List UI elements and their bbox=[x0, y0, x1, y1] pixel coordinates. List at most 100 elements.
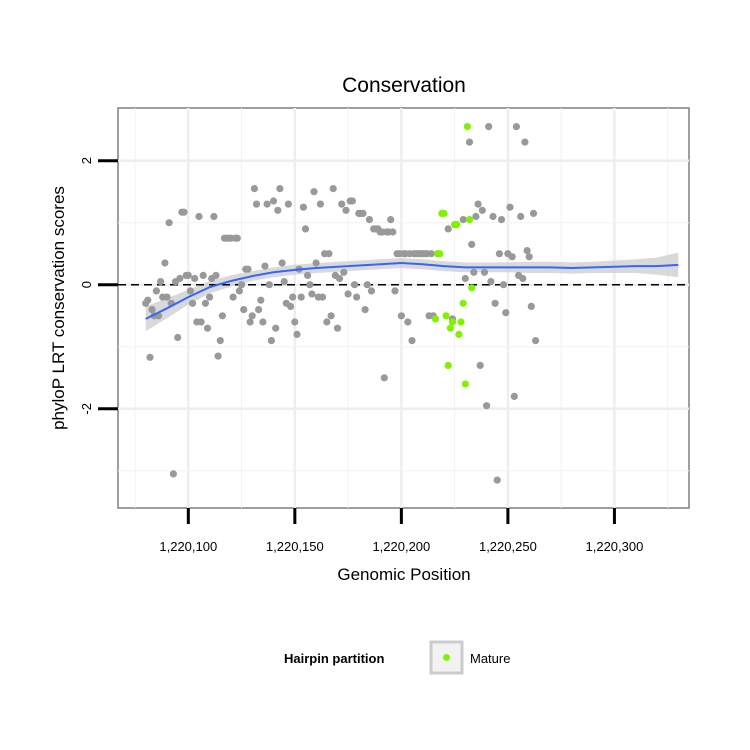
mature-point bbox=[442, 312, 450, 320]
legend-mature-point bbox=[443, 654, 450, 661]
other-point bbox=[276, 185, 284, 193]
other-point bbox=[350, 281, 359, 289]
other-point bbox=[340, 268, 348, 276]
other-point bbox=[348, 197, 356, 205]
other-point bbox=[176, 274, 184, 283]
other-point bbox=[338, 200, 346, 208]
other-point bbox=[408, 337, 416, 345]
y-axis-title: phyloP LRT conservation scores bbox=[49, 186, 68, 430]
other-point bbox=[265, 281, 273, 289]
other-point bbox=[308, 290, 316, 298]
other-point bbox=[480, 268, 489, 276]
x-tick-label: 1,220,150 bbox=[266, 539, 324, 554]
other-point bbox=[157, 278, 165, 286]
other-point bbox=[293, 330, 301, 338]
other-point bbox=[163, 293, 171, 301]
other-point bbox=[280, 278, 288, 286]
other-point bbox=[478, 206, 486, 214]
other-point bbox=[144, 296, 152, 304]
mature-point bbox=[461, 380, 469, 388]
other-point bbox=[197, 318, 205, 326]
mature-point bbox=[463, 123, 471, 131]
x-axis-title: Genomic Position bbox=[337, 565, 470, 584]
mature-point bbox=[440, 209, 448, 217]
other-point bbox=[174, 333, 182, 342]
other-point bbox=[519, 274, 527, 283]
other-point bbox=[203, 324, 212, 332]
mature-point bbox=[465, 216, 474, 224]
other-point bbox=[476, 361, 484, 369]
other-point bbox=[312, 259, 320, 267]
other-point bbox=[261, 262, 269, 270]
other-point bbox=[444, 225, 452, 233]
other-point bbox=[497, 216, 506, 224]
other-point bbox=[333, 324, 342, 332]
other-point bbox=[359, 209, 367, 217]
other-point bbox=[380, 374, 388, 382]
other-point bbox=[216, 337, 224, 345]
other-point bbox=[387, 216, 395, 224]
y-tick-label: -2 bbox=[79, 403, 94, 415]
other-point bbox=[289, 293, 297, 301]
other-point bbox=[342, 206, 350, 214]
other-point bbox=[278, 259, 286, 267]
other-point bbox=[146, 353, 154, 361]
other-point bbox=[483, 402, 491, 410]
y-tick-label: 2 bbox=[79, 157, 94, 164]
other-point bbox=[180, 208, 188, 216]
other-point bbox=[218, 312, 226, 320]
other-point bbox=[468, 240, 476, 248]
other-point bbox=[212, 271, 220, 279]
other-point bbox=[299, 203, 307, 211]
other-point bbox=[329, 185, 337, 193]
other-point bbox=[189, 299, 197, 307]
smooth-curve-layer bbox=[145, 261, 679, 320]
other-point bbox=[512, 123, 521, 131]
mature-point bbox=[453, 221, 461, 229]
other-point bbox=[493, 476, 501, 484]
chart-title: Conservation bbox=[342, 74, 466, 97]
other-point bbox=[336, 274, 344, 283]
other-point bbox=[235, 287, 243, 295]
other-point bbox=[527, 302, 535, 310]
other-point bbox=[459, 216, 467, 224]
other-point bbox=[491, 299, 499, 307]
other-point bbox=[474, 200, 482, 208]
other-point bbox=[233, 234, 241, 242]
other-point bbox=[472, 212, 480, 221]
x-tick-label: 1,220,100 bbox=[159, 539, 217, 554]
other-point bbox=[263, 200, 271, 208]
other-point bbox=[297, 293, 305, 301]
other-point bbox=[248, 312, 256, 320]
legend: Hairpin partition Mature bbox=[284, 640, 510, 675]
other-point bbox=[272, 324, 280, 332]
other-point bbox=[210, 212, 218, 221]
other-point bbox=[186, 287, 194, 295]
other-point bbox=[161, 259, 169, 267]
legend-title: Hairpin partition bbox=[284, 651, 384, 666]
other-point bbox=[325, 250, 333, 258]
x-tick-label: 1,220,300 bbox=[586, 539, 644, 554]
other-point bbox=[184, 271, 192, 279]
mature-point bbox=[446, 324, 454, 332]
legend-label-mature: Mature bbox=[470, 651, 510, 666]
other-point bbox=[257, 296, 265, 304]
other-point bbox=[353, 293, 361, 301]
other-point bbox=[304, 271, 312, 279]
other-point bbox=[316, 200, 324, 208]
other-point bbox=[495, 250, 503, 258]
other-point bbox=[214, 352, 222, 360]
other-point bbox=[291, 318, 299, 326]
other-point bbox=[365, 216, 373, 224]
y-tick-label: 0 bbox=[79, 281, 94, 288]
other-point bbox=[397, 312, 405, 320]
other-point bbox=[195, 212, 203, 221]
mature-point bbox=[459, 299, 467, 307]
other-point bbox=[301, 225, 310, 233]
other-point bbox=[523, 247, 531, 255]
other-point bbox=[427, 250, 435, 258]
other-point bbox=[206, 293, 214, 301]
mature-point bbox=[457, 318, 465, 326]
other-point bbox=[246, 318, 254, 326]
